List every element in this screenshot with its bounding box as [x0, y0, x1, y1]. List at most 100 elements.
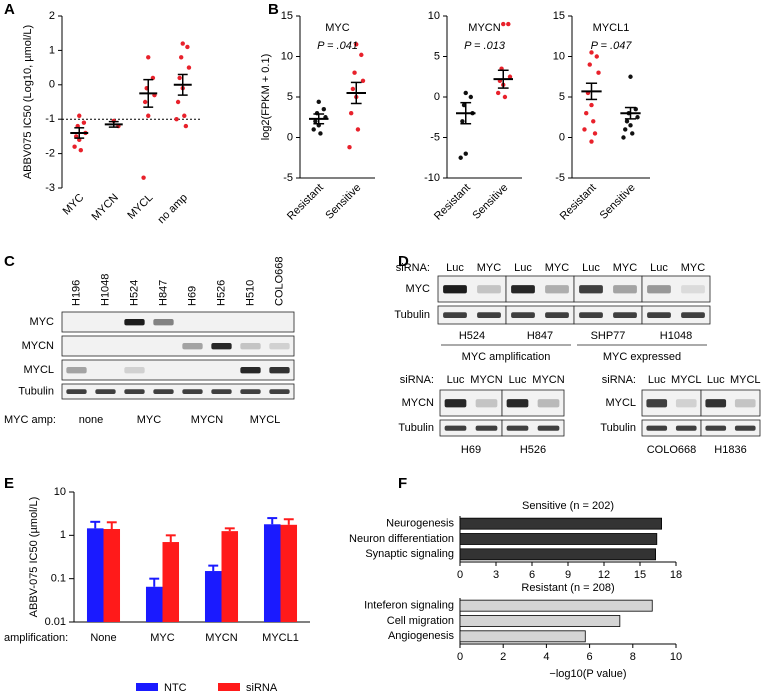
blot-band — [613, 312, 637, 319]
data-point — [177, 75, 182, 81]
x-axis-label: −log10(P value) — [549, 668, 626, 680]
x-tick-label: 9 — [565, 569, 571, 581]
group-title: MYC amp: — [4, 414, 56, 426]
data-point — [318, 131, 323, 136]
blot-band — [579, 312, 603, 319]
y-tick-label: 10 — [54, 486, 66, 498]
data-point — [175, 99, 181, 105]
data-point — [313, 119, 318, 124]
data-point — [81, 120, 87, 125]
lane-label: H196 — [70, 280, 82, 306]
category-label: Neurogenesis — [386, 518, 454, 530]
data-point — [594, 54, 599, 59]
blot-frame — [61, 383, 295, 400]
bar — [145, 586, 163, 622]
blot-band — [537, 399, 560, 408]
blot-band — [647, 312, 671, 319]
x-tick-label: 18 — [670, 569, 682, 581]
sirna-label: siRNA: — [396, 262, 430, 274]
data-point — [621, 135, 626, 140]
panel-label: A — [4, 1, 15, 18]
category-label: Angiogenesis — [388, 630, 455, 642]
data-point — [78, 147, 84, 153]
lane-label: Luc — [509, 374, 527, 386]
category-label: Synaptic signaling — [365, 548, 454, 560]
data-point — [316, 99, 321, 105]
blot-frame — [61, 335, 295, 357]
blot-band — [477, 312, 501, 319]
lane-label: MYCN — [532, 374, 564, 386]
x-tick-label: 10 — [670, 651, 682, 663]
chart-title: MYCN — [468, 22, 500, 34]
p-value: P = .047 — [591, 40, 633, 52]
lane-label: MYCL — [730, 374, 761, 386]
row-label: Tubulin — [394, 309, 430, 321]
x-tick-label: 3 — [493, 569, 499, 581]
data-point — [592, 131, 598, 136]
data-point — [146, 55, 151, 60]
sirna-label: siRNA: — [400, 374, 434, 386]
panel-label: F — [398, 475, 407, 492]
blot-band — [647, 285, 671, 294]
cell-line-label: SHP77 — [591, 330, 626, 342]
x-tick-label: Resistant — [432, 182, 473, 223]
blot-band — [182, 343, 203, 350]
y-tick-label: -5 — [555, 172, 565, 184]
x-tick-label: 6 — [529, 569, 535, 581]
data-point — [584, 111, 589, 116]
data-point — [141, 175, 146, 180]
lane-label: H1048 — [99, 274, 111, 306]
lane-label: MYC — [613, 262, 638, 274]
row-label: MYC — [406, 283, 431, 295]
row-label: MYC — [30, 316, 55, 328]
x-tick-label: None — [90, 632, 116, 644]
row-label: MYCL — [23, 364, 54, 376]
lane-label: MYC — [545, 262, 570, 274]
x-tick-label: Resistant — [285, 182, 326, 223]
data-point — [596, 70, 601, 75]
blot-band — [66, 389, 87, 395]
blot-frame — [641, 275, 711, 303]
lane-label: Luc — [582, 262, 600, 274]
blot-band — [211, 343, 232, 350]
data-point — [458, 155, 463, 160]
data-point — [180, 41, 185, 46]
y-tick-label: 0 — [559, 131, 565, 143]
blot-band — [579, 285, 603, 294]
panel-label: B — [268, 1, 279, 18]
blot-band — [705, 425, 727, 431]
blot-frame — [501, 419, 565, 437]
x-tick-label: Sensitive — [470, 182, 510, 222]
y-axis-label: ABBV075 IC50 (Log10, µmol/L) — [22, 25, 34, 179]
blot-band — [153, 389, 174, 395]
blot-frame — [700, 419, 761, 437]
y-tick-label: -5 — [283, 172, 293, 184]
data-point — [463, 151, 468, 156]
blot-band — [269, 389, 290, 395]
cell-line-label: COLO668 — [647, 444, 697, 456]
data-point — [468, 94, 474, 100]
bar — [162, 542, 180, 622]
lane-label: Luc — [648, 374, 666, 386]
x-tick-label: 6 — [587, 651, 593, 663]
x-tick-label: MYC — [150, 632, 175, 644]
bar — [459, 517, 663, 530]
blot-frame — [61, 311, 295, 333]
cell-line-label: H526 — [520, 444, 546, 456]
cell-line-label: H69 — [461, 444, 481, 456]
x-tick-label: MYCL1 — [262, 632, 299, 644]
cell-line-label: H847 — [527, 330, 553, 342]
data-point — [589, 50, 594, 55]
lane-label: Luc — [446, 262, 464, 274]
y-tick-label: 0 — [287, 131, 293, 143]
blot-band — [545, 312, 569, 319]
blot-band — [545, 285, 569, 294]
data-point — [347, 145, 352, 150]
y-tick-label: 5 — [287, 91, 293, 103]
y-tick-label: 0.1 — [51, 573, 66, 585]
blot-band — [475, 425, 498, 431]
data-point — [352, 70, 357, 75]
y-tick-label: 0.01 — [45, 616, 66, 628]
data-point — [182, 113, 187, 118]
